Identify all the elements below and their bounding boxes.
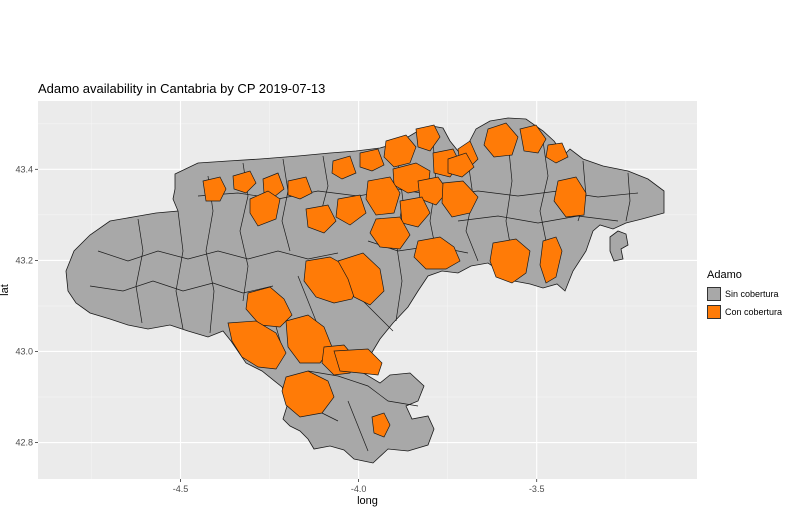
map-plot <box>38 101 697 479</box>
region-con-cobertura <box>441 180 479 218</box>
region-con-cobertura <box>447 152 475 178</box>
region-con-cobertura <box>365 176 401 216</box>
legend-title: Adamo <box>707 269 742 281</box>
region-con-cobertura <box>545 142 569 164</box>
region-con-cobertura <box>371 412 391 438</box>
region-con-cobertura <box>227 320 287 370</box>
region-con-cobertura <box>553 176 587 218</box>
legend-item-sin-cobertura: Sin cobertura <box>707 285 782 303</box>
region-con-cobertura <box>369 216 411 250</box>
region-con-cobertura <box>305 204 337 234</box>
y-tick-label: 43.0 <box>15 346 33 356</box>
y-tick-label: 43.4 <box>15 164 33 174</box>
legend-key-sin-cobertura <box>707 287 721 301</box>
region-con-cobertura <box>383 134 417 168</box>
plot-panel <box>38 101 697 479</box>
x-tick-label: -4.0 <box>351 484 367 494</box>
region-con-cobertura <box>281 370 335 418</box>
region-con-cobertura <box>489 238 531 284</box>
y-axis-title: lat <box>0 284 11 296</box>
region-con-cobertura <box>202 176 227 202</box>
region-con-cobertura <box>287 176 313 200</box>
x-tick-label: -3.5 <box>529 484 545 494</box>
region-con-cobertura <box>519 124 547 154</box>
x-tick-label: -4.5 <box>173 484 189 494</box>
y-tick-label: 43.2 <box>15 255 33 265</box>
legend: Adamo Sin cobertura Con cobertura <box>707 269 782 321</box>
legend-item-con-cobertura: Con cobertura <box>707 303 782 321</box>
region-con-cobertura <box>249 190 281 227</box>
region-con-cobertura <box>331 155 357 180</box>
region-con-cobertura <box>337 252 385 306</box>
region-con-cobertura <box>539 236 563 284</box>
legend-label-con-cobertura: Con cobertura <box>725 307 783 317</box>
y-axis: 42.8 43.0 43.2 43.4 lat <box>0 164 38 448</box>
region-con-cobertura <box>413 236 461 270</box>
cantabria-map <box>65 117 665 464</box>
region-exclave <box>609 230 629 262</box>
region-con-cobertura <box>335 194 367 226</box>
region-con-cobertura <box>232 170 257 194</box>
x-axis: -4.5 -4.0 -3.5 long <box>173 479 545 507</box>
region-con-cobertura <box>333 348 383 376</box>
legend-key-con-cobertura <box>707 305 721 319</box>
chart-title: Adamo availability in Cantabria by CP 20… <box>38 81 326 96</box>
x-axis-title: long <box>357 495 378 507</box>
y-tick-label: 42.8 <box>15 438 33 448</box>
region-con-cobertura <box>483 122 519 158</box>
legend-label-sin-cobertura: Sin cobertura <box>725 289 779 299</box>
region-con-cobertura <box>415 124 441 152</box>
region-con-cobertura <box>359 148 385 172</box>
